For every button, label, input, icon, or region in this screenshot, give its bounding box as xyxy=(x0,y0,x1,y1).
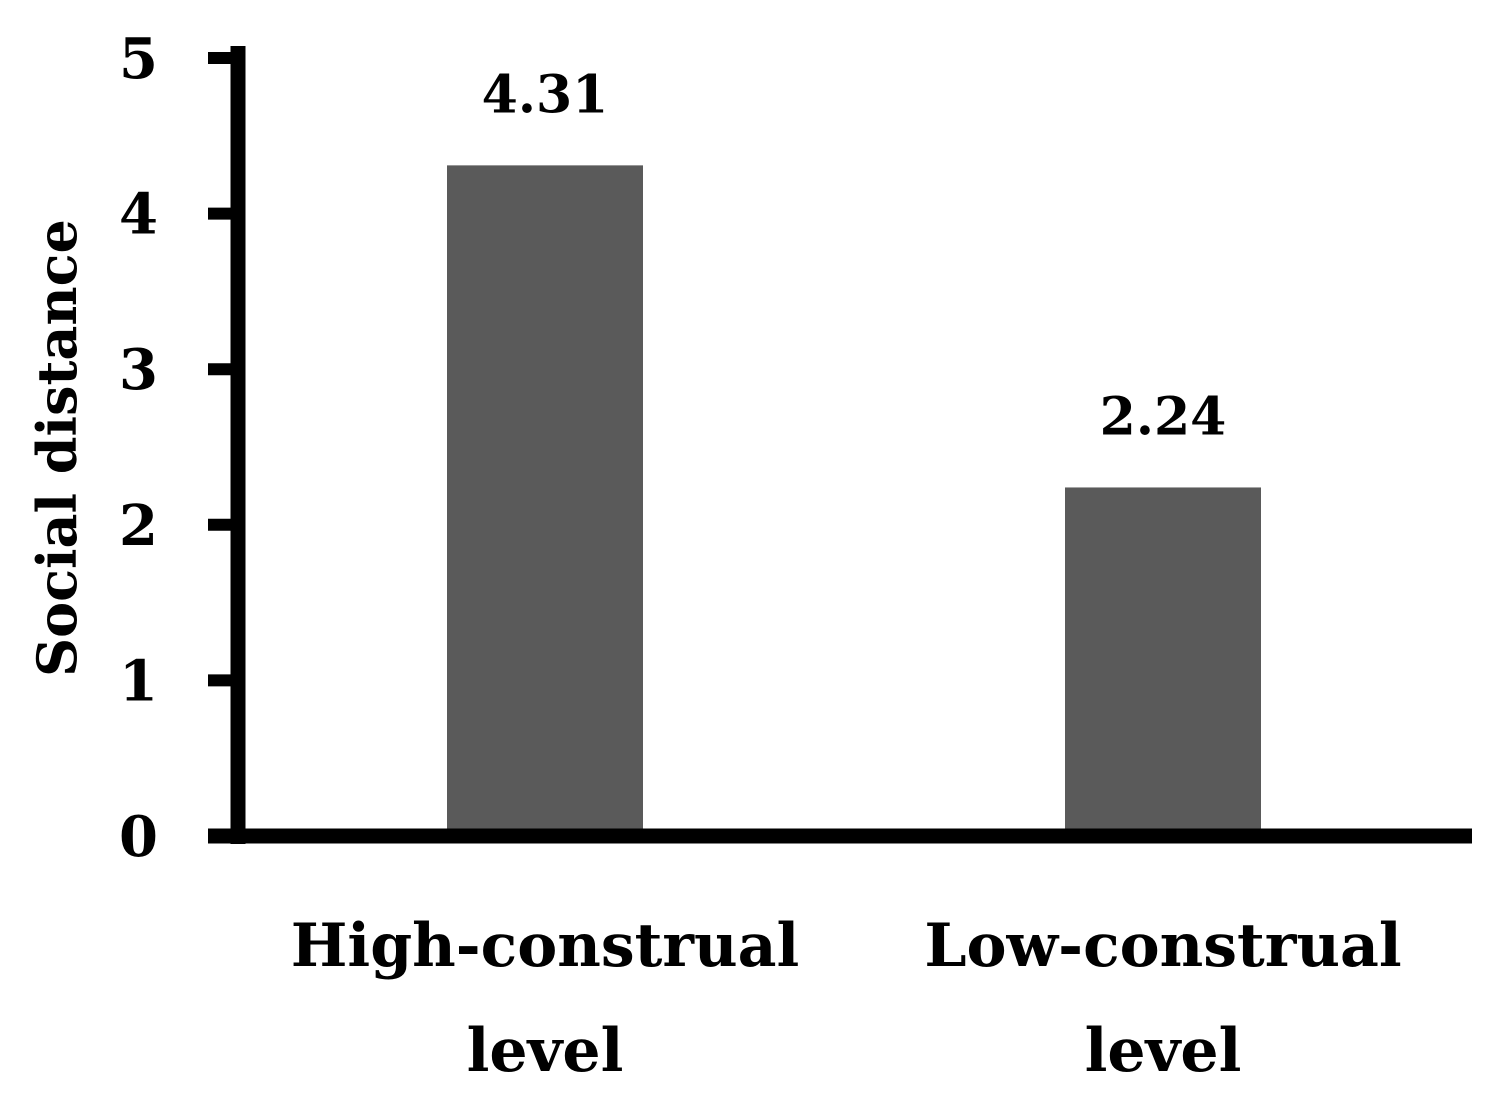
plot-area xyxy=(447,165,1261,836)
y-tick-label-0: 0 xyxy=(119,804,158,870)
y-tick-label-3: 3 xyxy=(119,337,158,403)
data-label-2: 2.24 xyxy=(1100,386,1227,447)
bar-2 xyxy=(1065,487,1261,836)
category-label-1-line-1: High-construal xyxy=(291,911,800,981)
category-label-2-line-1: Low-construal xyxy=(924,911,1401,981)
category-label-1-line-2: level xyxy=(467,1016,624,1086)
bar-1 xyxy=(447,165,643,836)
axes xyxy=(208,46,1472,844)
y-axis-title: Social distance xyxy=(25,219,89,677)
data-label-1: 4.31 xyxy=(482,64,609,125)
y-tick-label-4: 4 xyxy=(119,182,158,248)
category-label-2-line-2: level xyxy=(1085,1016,1242,1086)
y-tick-label-5: 5 xyxy=(119,26,158,92)
labels: Social distance 4.31 High-construal level 2… xyxy=(25,26,1402,1086)
y-tick-label-2: 2 xyxy=(119,493,158,559)
y-tick-label-1: 1 xyxy=(119,648,158,714)
